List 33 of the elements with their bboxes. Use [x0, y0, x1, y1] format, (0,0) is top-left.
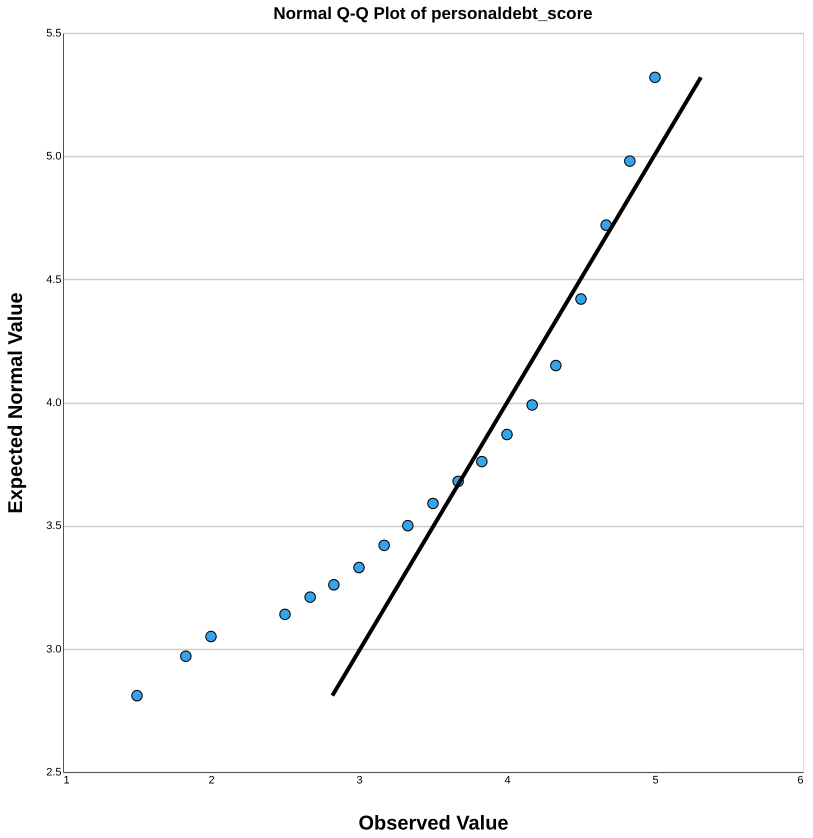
point [526, 399, 538, 411]
point [575, 293, 587, 305]
y-tick-label: 2.5 [46, 766, 62, 778]
point [180, 650, 192, 662]
x-tick-label: 5 [652, 774, 659, 786]
point [279, 608, 291, 620]
x-tick-label: 2 [208, 774, 215, 786]
x-tick-label: 6 [797, 774, 804, 786]
y-tick-label: 3.0 [46, 643, 62, 656]
x-axis-title: Observed Value [358, 812, 509, 834]
point [427, 498, 439, 510]
point [624, 155, 636, 167]
point [304, 591, 316, 603]
x-tick-label: 4 [504, 774, 511, 786]
point [131, 690, 143, 702]
point [353, 562, 365, 574]
point [501, 428, 513, 440]
point [476, 456, 488, 468]
point [550, 360, 562, 372]
point [649, 72, 661, 84]
y-axis-title: Expected Normal Value [5, 292, 28, 514]
chart-title: Normal Q-Q Plot of personaldebt_score [273, 4, 593, 23]
point [378, 540, 390, 552]
y-tick-label: 3.5 [46, 520, 62, 532]
y-tick-label: 4.0 [46, 397, 62, 409]
y-tick-label: 4.5 [46, 274, 62, 286]
y-tick-label: 5.5 [46, 28, 62, 40]
x-tick-label: 3 [356, 774, 363, 786]
point [205, 630, 217, 642]
point [328, 579, 340, 591]
x-tick-label: 1 [64, 774, 70, 786]
y-tick-label: 5.0 [46, 150, 62, 163]
point [402, 520, 414, 532]
